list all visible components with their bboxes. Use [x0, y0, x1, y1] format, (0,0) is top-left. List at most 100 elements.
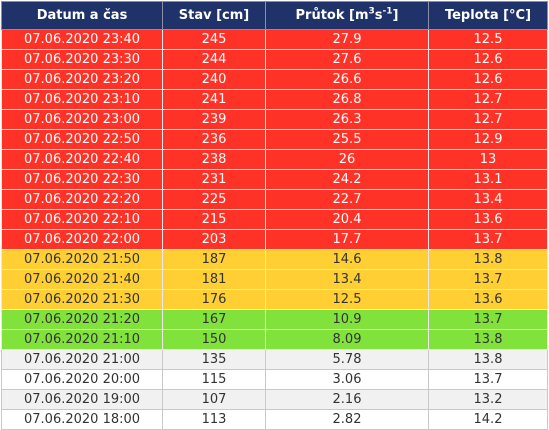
table-row: 07.06.2020 18:00 113 2.82 14.2 [1, 409, 548, 430]
cell-datetime: 07.06.2020 23:40 [1, 29, 163, 50]
cell-discharge: 10.9 [265, 309, 429, 330]
table-row: 07.06.2020 22:40 238 26 13 [1, 149, 548, 170]
discharge-bracket: ] [392, 8, 399, 23]
column-header-datetime[interactable]: Datum a čas [1, 1, 163, 30]
cell-temperature: 13.8 [428, 349, 548, 370]
table-row: 07.06.2020 21:30 176 12.5 13.6 [1, 289, 548, 310]
cell-datetime: 07.06.2020 22:00 [1, 229, 163, 250]
table-row: 07.06.2020 23:40 245 27.9 12.5 [1, 29, 548, 50]
cell-datetime: 07.06.2020 22:10 [1, 209, 163, 230]
discharge-unit-s: s [374, 8, 383, 23]
table-row: 07.06.2020 21:20 167 10.9 13.7 [1, 309, 548, 330]
cell-stage: 176 [162, 289, 266, 310]
table-row: 07.06.2020 22:00 203 17.7 13.7 [1, 229, 548, 250]
cell-discharge: 12.5 [265, 289, 429, 310]
cell-temperature: 14.2 [428, 409, 548, 430]
column-header-discharge[interactable]: Průtok [m3s-1] [265, 1, 429, 30]
table-row: 07.06.2020 21:40 181 13.4 13.7 [1, 269, 548, 290]
cell-stage: 245 [162, 29, 266, 50]
cell-temperature: 13.6 [428, 289, 548, 310]
table-body: 07.06.2020 23:40 245 27.9 12.5 07.06.2020 23… [1, 29, 548, 430]
cell-datetime: 07.06.2020 22:20 [1, 189, 163, 210]
cell-datetime: 07.06.2020 21:20 [1, 309, 163, 330]
cell-temperature: 13.7 [428, 369, 548, 390]
cell-temperature: 13.7 [428, 309, 548, 330]
cell-stage: 135 [162, 349, 266, 370]
cell-stage: 113 [162, 409, 266, 430]
cell-temperature: 12.7 [428, 109, 548, 130]
cell-discharge: 14.6 [265, 249, 429, 270]
cell-stage: 215 [162, 209, 266, 230]
cell-stage: 236 [162, 129, 266, 150]
cell-datetime: 07.06.2020 22:30 [1, 169, 163, 190]
table-row: 07.06.2020 23:10 241 26.8 12.7 [1, 89, 548, 110]
cell-temperature: 13.8 [428, 249, 548, 270]
column-header-stage[interactable]: Stav [cm] [162, 1, 266, 30]
column-header-temperature[interactable]: Teplota [°C] [428, 1, 548, 30]
cell-stage: 231 [162, 169, 266, 190]
cell-discharge: 17.7 [265, 229, 429, 250]
cell-discharge: 22.7 [265, 189, 429, 210]
cell-temperature: 12.6 [428, 69, 548, 90]
cell-temperature: 12.9 [428, 129, 548, 150]
cell-temperature: 13.6 [428, 209, 548, 230]
cell-discharge: 26.3 [265, 109, 429, 130]
cell-discharge: 26 [265, 149, 429, 170]
cell-stage: 238 [162, 149, 266, 170]
cell-stage: 244 [162, 49, 266, 70]
cell-datetime: 07.06.2020 22:40 [1, 149, 163, 170]
cell-stage: 240 [162, 69, 266, 90]
cell-datetime: 07.06.2020 22:50 [1, 129, 163, 150]
table-row: 07.06.2020 21:10 150 8.09 13.8 [1, 329, 548, 350]
cell-datetime: 07.06.2020 23:00 [1, 109, 163, 130]
cell-discharge: 25.5 [265, 129, 429, 150]
cell-discharge: 3.06 [265, 369, 429, 390]
cell-discharge: 26.8 [265, 89, 429, 110]
cell-datetime: 07.06.2020 23:10 [1, 89, 163, 110]
cell-stage: 150 [162, 329, 266, 350]
cell-discharge: 5.78 [265, 349, 429, 370]
cell-temperature: 13.4 [428, 189, 548, 210]
cell-discharge: 8.09 [265, 329, 429, 350]
cell-temperature: 13.7 [428, 229, 548, 250]
cell-discharge: 13.4 [265, 269, 429, 290]
table-header-row: Datum a čas Stav [cm] Průtok [m3s-1] Tep… [1, 1, 548, 30]
table-row: 07.06.2020 23:20 240 26.6 12.6 [1, 69, 548, 90]
table-row: 07.06.2020 20:00 115 3.06 13.7 [1, 369, 548, 390]
cell-datetime: 07.06.2020 18:00 [1, 409, 163, 430]
cell-datetime: 07.06.2020 21:30 [1, 289, 163, 310]
cell-stage: 115 [162, 369, 266, 390]
cell-discharge: 2.16 [265, 389, 429, 410]
table-row: 07.06.2020 23:00 239 26.3 12.7 [1, 109, 548, 130]
discharge-label: Průtok [m [295, 8, 369, 23]
cell-datetime: 07.06.2020 19:00 [1, 389, 163, 410]
cell-stage: 239 [162, 109, 266, 130]
cell-temperature: 13.8 [428, 329, 548, 350]
cell-stage: 107 [162, 389, 266, 410]
cell-temperature: 12.5 [428, 29, 548, 50]
cell-discharge: 27.9 [265, 29, 429, 50]
cell-temperature: 12.7 [428, 89, 548, 110]
cell-stage: 225 [162, 189, 266, 210]
cell-datetime: 07.06.2020 21:00 [1, 349, 163, 370]
cell-temperature: 13 [428, 149, 548, 170]
cell-datetime: 07.06.2020 21:10 [1, 329, 163, 350]
cell-temperature: 13.7 [428, 269, 548, 290]
cell-discharge: 27.6 [265, 49, 429, 70]
table-row: 07.06.2020 23:30 244 27.6 12.6 [1, 49, 548, 70]
cell-discharge: 20.4 [265, 209, 429, 230]
cell-stage: 187 [162, 249, 266, 270]
cell-stage: 241 [162, 89, 266, 110]
cell-temperature: 12.6 [428, 49, 548, 70]
cell-datetime: 07.06.2020 23:20 [1, 69, 163, 90]
table-row: 07.06.2020 19:00 107 2.16 13.2 [1, 389, 548, 410]
table-row: 07.06.2020 22:10 215 20.4 13.6 [1, 209, 548, 230]
cell-stage: 181 [162, 269, 266, 290]
cell-datetime: 07.06.2020 23:30 [1, 49, 163, 70]
table-row: 07.06.2020 21:50 187 14.6 13.8 [1, 249, 548, 270]
discharge-exp-2: -1 [382, 6, 393, 17]
table-row: 07.06.2020 22:30 231 24.2 13.1 [1, 169, 548, 190]
cell-discharge: 26.6 [265, 69, 429, 90]
table-row: 07.06.2020 21:00 135 5.78 13.8 [1, 349, 548, 370]
